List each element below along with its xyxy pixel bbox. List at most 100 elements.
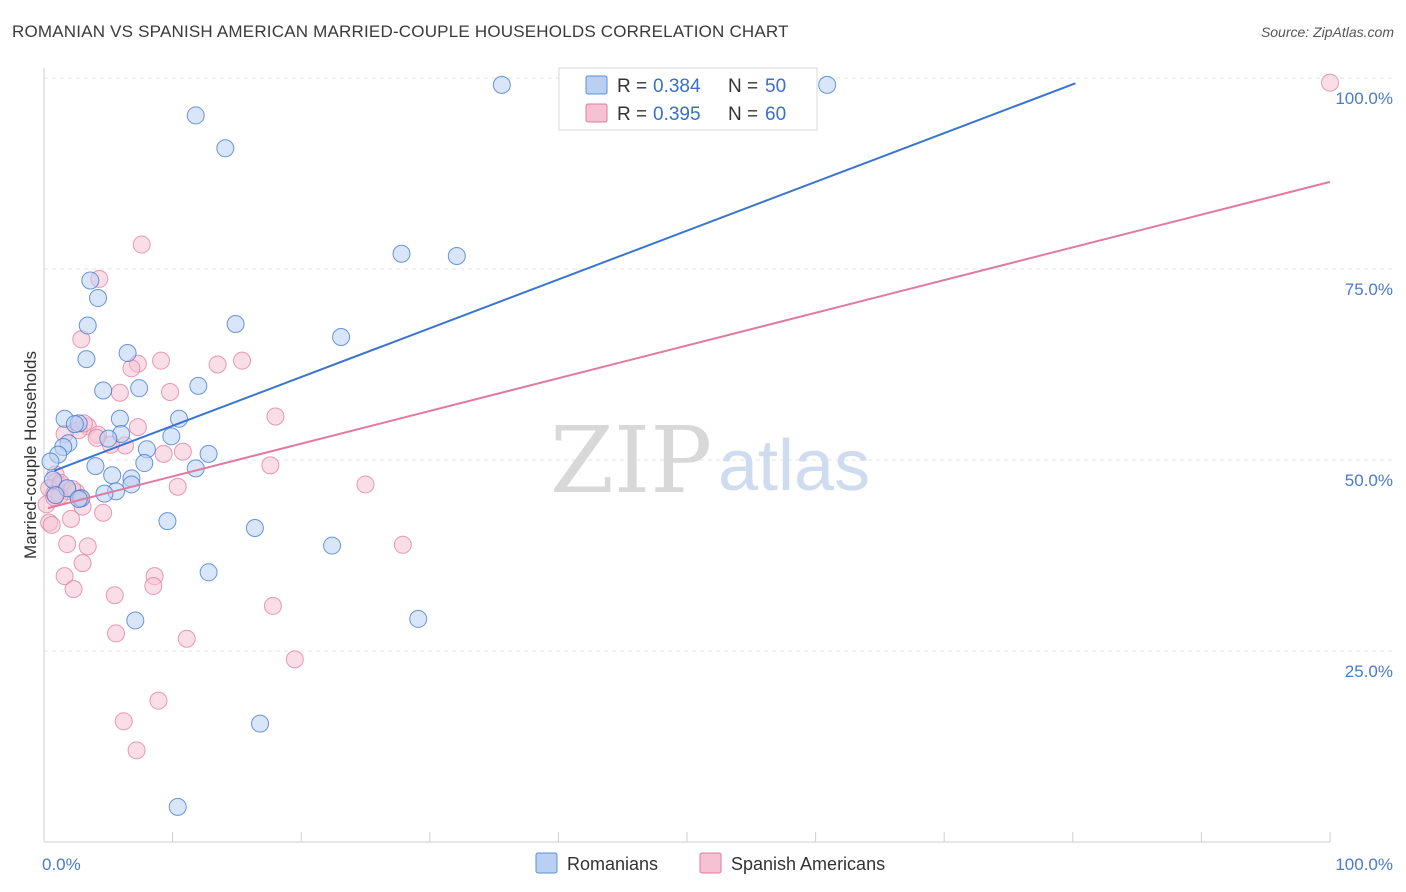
x-axis-ticks	[43, 832, 1331, 842]
spanish-americans-point-49	[149, 691, 168, 710]
romanians-point-49	[251, 714, 270, 733]
y-tick-label-100: 100.0%	[1335, 89, 1393, 108]
romanians-point-7	[89, 289, 108, 308]
spanish-americans-point-48	[285, 650, 304, 669]
romanians-point-31	[86, 457, 105, 476]
romanians-point-22	[162, 427, 181, 446]
legend-swatch-romanians	[585, 75, 608, 95]
romanians-point-11	[118, 344, 137, 363]
spanish-americans-point-5	[233, 351, 252, 370]
legend-r-label-romanians: R =	[617, 76, 647, 97]
romanians-point-12	[77, 350, 96, 369]
spanish-americans-trend-line	[47, 180, 1331, 510]
spanish-americans-point-4	[152, 351, 171, 370]
spanish-americans-point-8	[122, 359, 141, 378]
spanish-americans-point-56	[128, 418, 147, 437]
spanish-americans-point-0	[1321, 73, 1339, 92]
chart-title: ROMANIAN VS SPANISH AMERICAN MARRIED-COU…	[12, 22, 789, 41]
series-legend: Romanians Spanish Americans	[535, 852, 885, 874]
romanians-point-13	[130, 379, 149, 398]
romanians-point-46	[199, 563, 218, 582]
romanians-point-39	[46, 486, 65, 505]
romanians-point-8	[226, 315, 245, 334]
romanians-point-4	[392, 244, 411, 263]
legend-r-value-spanish-americans: 0.395	[653, 104, 701, 125]
legend-r-label-spanish-americans: R =	[617, 104, 647, 125]
spanish-americans-point-36	[58, 535, 77, 554]
spanish-americans-point-7	[208, 355, 227, 374]
y-tick-label-25: 25.0%	[1345, 662, 1393, 681]
romanians-point-6	[81, 271, 100, 290]
legend-swatch-spanish-americans	[585, 103, 608, 123]
bottom-legend-swatch-spanish-americans	[699, 852, 722, 874]
romanians-point-9	[78, 316, 97, 335]
legend-r-value-romanians: 0.384	[653, 76, 701, 97]
y-axis-label: Married-couple Households	[21, 351, 40, 559]
romanians-point-33	[103, 466, 122, 485]
spanish-americans-point-50	[114, 712, 133, 731]
spanish-americans-point-52	[42, 515, 61, 534]
romanians-point-14	[94, 381, 113, 400]
romanians-point-3	[216, 139, 235, 158]
spanish-americans-point-25	[356, 475, 375, 494]
watermark-zip: ZIP	[550, 407, 712, 514]
romanians-point-18	[110, 409, 129, 428]
spanish-americans-point-24	[168, 477, 187, 496]
romanians-point-2	[186, 106, 205, 125]
spanish-americans-point-47	[177, 629, 196, 648]
y-tick-label-75: 75.0%	[1345, 280, 1393, 299]
spanish-americans-point-1	[132, 235, 151, 254]
romanians-point-20	[65, 415, 84, 434]
romanians-point-23	[99, 429, 118, 448]
romanians-point-45	[323, 536, 342, 555]
y-tick-label-50: 50.0%	[1345, 471, 1393, 490]
spanish-americans-point-46	[107, 624, 126, 643]
x-tick-label-100: 100.0%	[1335, 855, 1393, 874]
spanish-americans-point-51	[127, 741, 146, 760]
spanish-americans-point-10	[110, 383, 129, 402]
romanians-point-29	[41, 452, 60, 471]
legend-n-label-spanish-americans: N =	[728, 104, 758, 125]
romanians-point-50	[168, 797, 187, 816]
romanians-point-27	[199, 444, 218, 463]
bottom-legend-label-spanish-americans: Spanish Americans	[731, 854, 885, 874]
spanish-americans-point-44	[105, 586, 124, 605]
spanish-americans-point-9	[161, 383, 180, 402]
spanish-americans-point-18	[154, 444, 173, 463]
spanish-americans-point-11	[266, 407, 285, 426]
spanish-americans-point-34	[62, 509, 81, 528]
romanians-point-43	[158, 512, 177, 531]
spanish-americans-point-43	[64, 580, 83, 599]
spanish-americans-point-17	[173, 442, 192, 461]
romanians-point-47	[409, 609, 428, 628]
watermark-atlas: atlas	[718, 426, 870, 506]
legend-n-value-romanians: 50	[765, 76, 786, 97]
bottom-legend-label-romanians: Romanians	[567, 854, 658, 874]
spanish-americans-point-45	[263, 596, 282, 615]
spanish-americans-point-33	[94, 503, 113, 522]
legend-n-value-spanish-americans: 60	[765, 104, 786, 125]
source-credit: Source: ZipAtlas.com	[1260, 24, 1394, 40]
romanians-point-0	[492, 75, 511, 94]
romanians-point-1	[818, 75, 837, 94]
romanians-point-48	[126, 611, 145, 630]
spanish-americans-point-37	[78, 537, 97, 556]
legend-n-label-romanians: N =	[728, 76, 758, 97]
romanians-point-5	[447, 247, 466, 266]
romanians-point-44	[245, 518, 264, 537]
correlation-legend: R = 0.384 N = 50 R = 0.395 N = 60	[558, 67, 818, 131]
spanish-americans-point-38	[393, 535, 412, 554]
spanish-americans-point-40	[55, 567, 74, 586]
spanish-americans-point-19	[261, 456, 280, 475]
series-romanians-points	[41, 75, 837, 816]
trend-lines	[47, 82, 1331, 510]
x-tick-label-0: 0.0%	[42, 855, 81, 874]
romanians-point-15	[189, 376, 208, 395]
spanish-americans-point-42	[144, 577, 163, 596]
romanians-point-10	[332, 327, 351, 346]
romanians-point-30	[135, 454, 154, 473]
romanians-trend-line	[53, 82, 1076, 472]
bottom-legend-swatch-romanians	[535, 852, 558, 874]
romanians-point-19	[170, 409, 189, 428]
